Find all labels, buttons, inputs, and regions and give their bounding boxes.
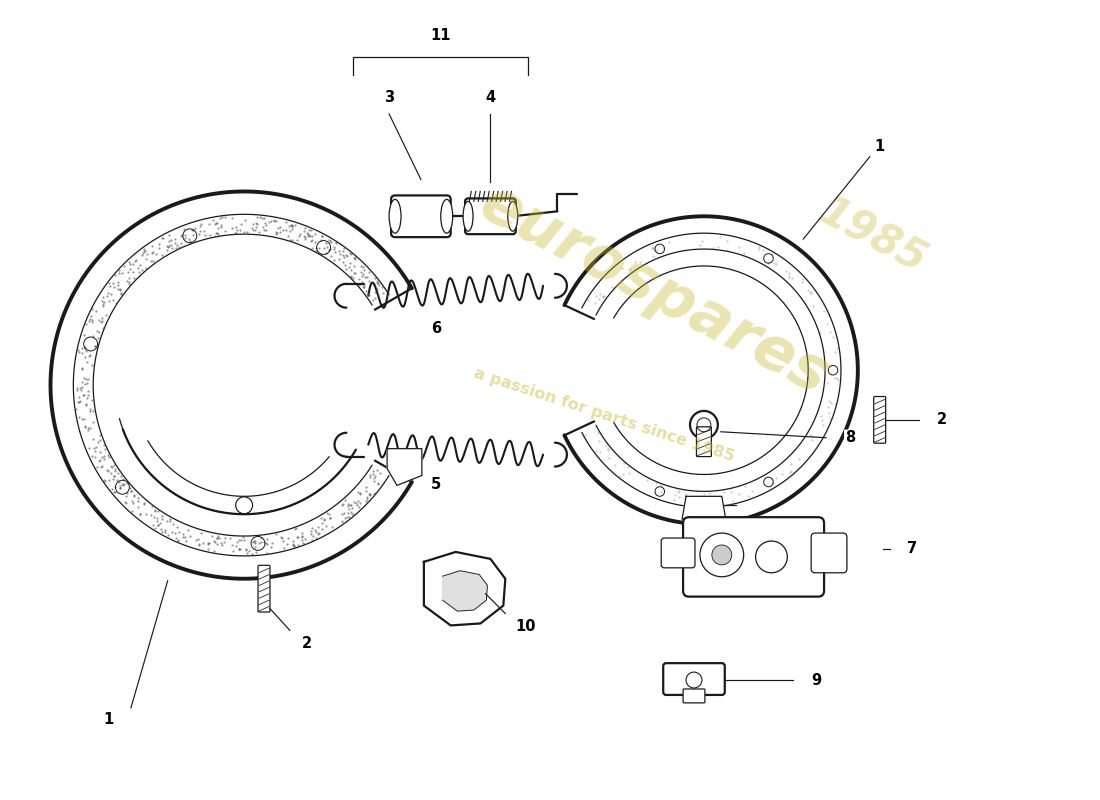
FancyBboxPatch shape bbox=[392, 195, 451, 237]
Text: eurospares: eurospares bbox=[470, 174, 838, 407]
Circle shape bbox=[700, 533, 744, 577]
FancyBboxPatch shape bbox=[683, 517, 824, 597]
FancyBboxPatch shape bbox=[663, 663, 725, 695]
Text: a passion for parts since 1985: a passion for parts since 1985 bbox=[473, 366, 737, 464]
Text: 1: 1 bbox=[874, 139, 884, 154]
FancyBboxPatch shape bbox=[661, 538, 695, 568]
Polygon shape bbox=[387, 449, 422, 486]
Ellipse shape bbox=[508, 202, 518, 231]
Circle shape bbox=[756, 541, 788, 573]
Text: 5: 5 bbox=[431, 477, 441, 492]
Polygon shape bbox=[442, 570, 487, 611]
FancyBboxPatch shape bbox=[683, 689, 705, 703]
FancyBboxPatch shape bbox=[465, 198, 516, 234]
Text: 9: 9 bbox=[811, 673, 822, 687]
Text: 6: 6 bbox=[431, 321, 441, 336]
FancyBboxPatch shape bbox=[811, 533, 847, 573]
Text: 8: 8 bbox=[845, 430, 855, 446]
Text: 7: 7 bbox=[908, 542, 917, 557]
Text: 3: 3 bbox=[384, 90, 394, 105]
Text: 10: 10 bbox=[515, 619, 536, 634]
Circle shape bbox=[690, 411, 718, 438]
Ellipse shape bbox=[441, 199, 453, 233]
Circle shape bbox=[712, 545, 732, 565]
Polygon shape bbox=[682, 496, 726, 519]
Text: 4: 4 bbox=[485, 90, 495, 105]
Text: 1: 1 bbox=[103, 712, 113, 727]
Text: 2: 2 bbox=[301, 636, 311, 650]
Text: 2: 2 bbox=[937, 412, 947, 427]
Polygon shape bbox=[424, 552, 505, 626]
Text: 1985: 1985 bbox=[812, 190, 934, 282]
Text: 11: 11 bbox=[430, 28, 451, 43]
Ellipse shape bbox=[389, 199, 402, 233]
FancyBboxPatch shape bbox=[873, 397, 886, 443]
FancyBboxPatch shape bbox=[258, 566, 270, 612]
Ellipse shape bbox=[463, 202, 473, 231]
FancyBboxPatch shape bbox=[696, 427, 712, 457]
